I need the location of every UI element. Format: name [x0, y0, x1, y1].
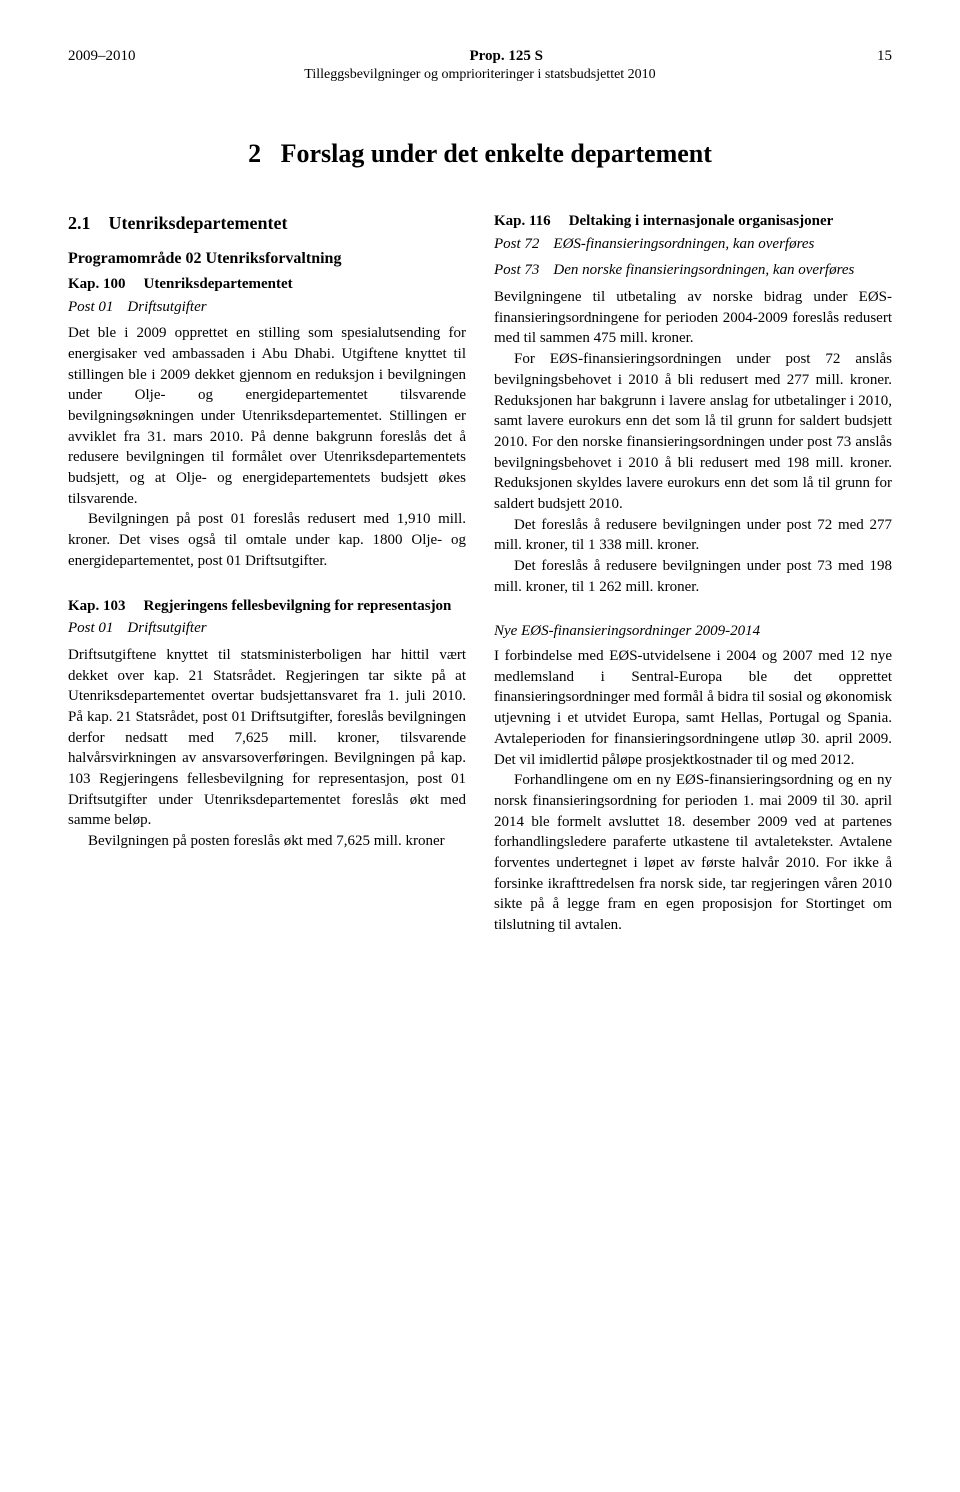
post-num: Post 01 — [68, 297, 113, 318]
kap-103-heading: Kap. 103 Regjeringens fellesbevilgning f… — [68, 596, 466, 617]
body-text: Bevilgningen på posten foreslås økt med … — [68, 831, 466, 852]
body-text: Det ble i 2009 opprettet en stilling som… — [68, 323, 466, 509]
paragraph-block: Bevilgningene til utbetaling av norske b… — [494, 287, 892, 597]
header-left: 2009–2010 — [68, 48, 136, 65]
chapter-text: Forslag under det enkelte departement — [281, 139, 712, 168]
paragraph-block: Det ble i 2009 opprettet en stilling som… — [68, 323, 466, 571]
right-column: Kap. 116 Deltaking i internasjonale orga… — [494, 211, 892, 952]
kap-100-heading: Kap. 100 Utenriksdepartementet — [68, 274, 466, 295]
kap-title: Regjeringens fellesbevilgning for repres… — [144, 596, 452, 617]
kap-num: Kap. 116 — [494, 211, 551, 232]
section-2-1: 2.1 Utenriksdepartementet — [68, 211, 466, 236]
paragraph-block: Driftsutgiftene knyttet til statsministe… — [68, 645, 466, 852]
kap-title: Deltaking i internasjonale organisasjone… — [569, 211, 834, 232]
kap-num: Kap. 103 — [68, 596, 126, 617]
body-text: Bevilgningene til utbetaling av norske b… — [494, 287, 892, 349]
body-text: For EØS-finansieringsordningen under pos… — [494, 349, 892, 515]
post-title: Driftsutgifter — [127, 618, 206, 639]
body-text: Bevilgningen på post 01 foreslås reduser… — [68, 509, 466, 571]
post-num: Post 73 — [494, 260, 539, 281]
post-title: Den norske finansieringsordningen, kan o… — [553, 260, 854, 281]
body-text: Driftsutgiftene knyttet til statsministe… — [68, 645, 466, 831]
post-title: EØS-finansieringsordningen, kan overføre… — [553, 234, 814, 255]
body-text: Det foreslås å redusere bevilgningen und… — [494, 556, 892, 597]
header-sub: Tilleggsbevilgninger og omprioriteringer… — [68, 67, 892, 83]
section-title: Utenriksdepartementet — [109, 211, 288, 236]
chapter-title: 2 Forslag under det enkelte departement — [68, 139, 892, 169]
section-num: 2.1 — [68, 211, 91, 236]
kap-num: Kap. 100 — [68, 274, 126, 295]
post-num: Post 72 — [494, 234, 539, 255]
body-text: I forbindelse med EØS-utvidelsene i 2004… — [494, 646, 892, 770]
two-column-layout: 2.1 Utenriksdepartementet Programområde … — [68, 211, 892, 952]
post-num: Post 01 — [68, 618, 113, 639]
post-01-a: Post 01 Driftsutgifter — [68, 297, 466, 318]
post-title: Driftsutgifter — [127, 297, 206, 318]
post-72: Post 72 EØS-finansieringsordningen, kan … — [494, 234, 892, 255]
page-header: 2009–2010 Prop. 125 S 15 — [68, 48, 892, 65]
kap-title: Utenriksdepartementet — [144, 274, 293, 295]
post-73: Post 73 Den norske finansieringsordninge… — [494, 260, 892, 281]
program-area-heading: Programområde 02 Utenriksforvaltning — [68, 248, 466, 270]
body-text: Forhandlingene om en ny EØS-finansiering… — [494, 770, 892, 936]
subheading-italic: Nye EØS-finansieringsordninger 2009-2014 — [494, 621, 892, 642]
post-01-b: Post 01 Driftsutgifter — [68, 618, 466, 639]
header-center: Prop. 125 S — [470, 48, 543, 65]
header-right: 15 — [877, 48, 892, 65]
chapter-num: 2 — [248, 139, 261, 168]
left-column: 2.1 Utenriksdepartementet Programområde … — [68, 211, 466, 952]
paragraph-block: I forbindelse med EØS-utvidelsene i 2004… — [494, 646, 892, 936]
kap-116-heading: Kap. 116 Deltaking i internasjonale orga… — [494, 211, 892, 232]
body-text: Det foreslås å redusere bevilgningen und… — [494, 515, 892, 556]
